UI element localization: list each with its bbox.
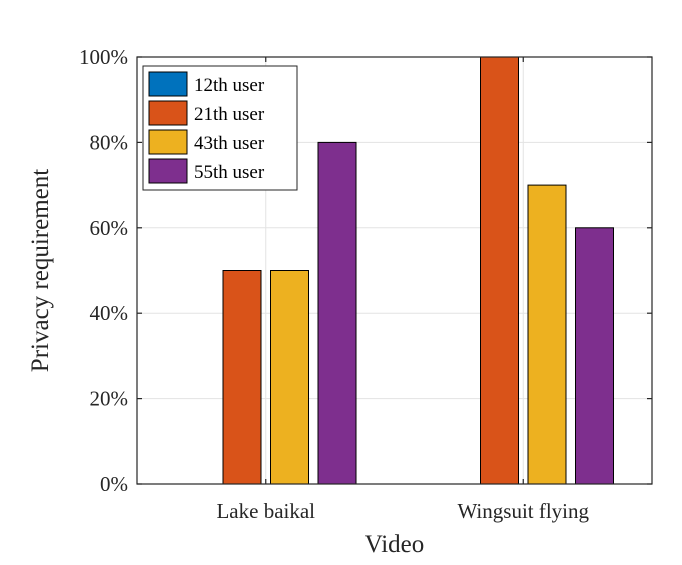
y-axis-title: Privacy requirement <box>27 169 54 372</box>
legend-label: 55th user <box>194 162 265 183</box>
x-tick-label: Lake baikal <box>216 499 315 523</box>
x-tick-labels: Lake baikal Wingsuit flying <box>216 499 589 523</box>
y-tick-label: 100% <box>79 45 128 69</box>
legend-label: 43th user <box>194 133 265 154</box>
y-tick-label: 80% <box>90 130 129 154</box>
bar-21th-user-wingsuit-flying <box>480 56 519 485</box>
bar-55th-user-wingsuit-flying <box>575 227 614 485</box>
x-axis-title: Video <box>365 531 425 558</box>
legend-swatch <box>148 71 188 97</box>
legend-swatch <box>148 100 188 126</box>
legend-swatch <box>148 129 188 155</box>
y-tick-label: 40% <box>90 301 129 325</box>
x-tick-label: Wingsuit flying <box>457 499 589 523</box>
plot-frame <box>136 56 653 485</box>
y-tick-label: 60% <box>90 216 129 240</box>
bars-layer <box>222 56 614 485</box>
y-tick-label: 20% <box>90 387 129 411</box>
legend-label: 21th user <box>194 104 265 125</box>
legend-swatch <box>148 158 188 184</box>
legend: 12th user 21th user 43th user 55th user <box>142 65 298 191</box>
bar-21th-user-lake-baikal <box>222 270 262 485</box>
legend-label: 12th user <box>194 75 265 96</box>
bar-55th-user-lake-baikal <box>317 141 357 485</box>
y-tick-labels: 0% 20% 40% 60% 80% 100% <box>79 45 128 496</box>
y-tick-label: 0% <box>100 472 128 496</box>
bar-43th-user-wingsuit-flying <box>527 184 567 485</box>
ticks-layer <box>137 56 652 485</box>
bar-43th-user-lake-baikal <box>270 270 309 485</box>
